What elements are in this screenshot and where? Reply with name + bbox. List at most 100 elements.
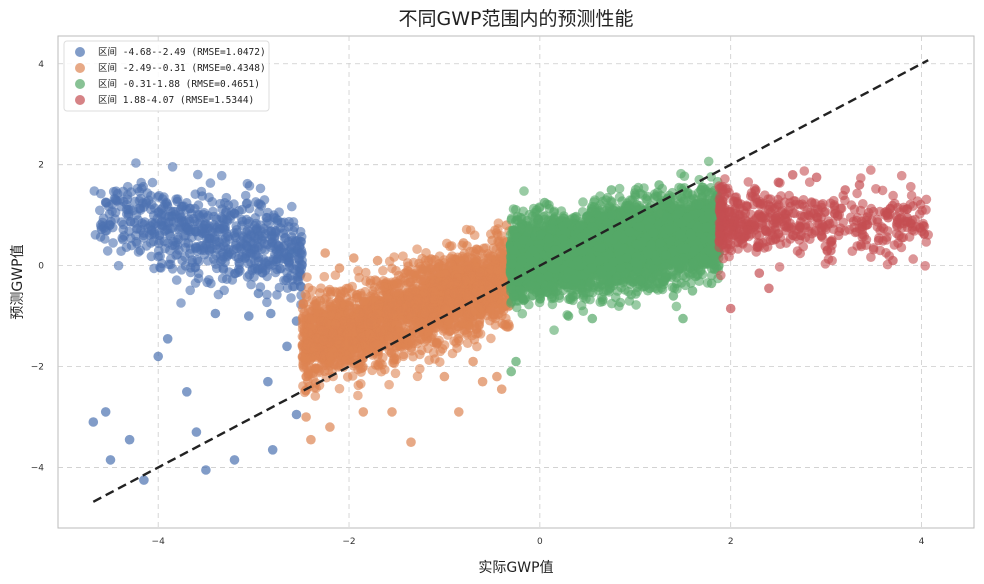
data-point [156,210,167,220]
data-point [229,199,239,209]
data-point [162,334,173,344]
data-point [210,308,221,319]
data-point [429,294,439,305]
data-point [291,409,302,420]
data-point [222,274,232,285]
data-point [415,364,425,374]
data-point [176,298,186,308]
data-point [242,241,252,251]
data-point [153,245,164,256]
data-point [449,288,460,299]
data-point [246,279,256,290]
data-point [249,239,260,249]
data-point [302,272,312,283]
data-point [467,306,478,317]
data-point [307,285,318,296]
data-point [201,465,211,475]
data-point [297,260,307,271]
data-point [286,293,296,303]
data-point [445,241,455,252]
data-point [215,242,225,253]
data-point [129,218,140,228]
data-point [491,253,502,264]
data-point [282,341,292,352]
data-point [203,255,213,266]
data-point [342,372,353,382]
data-point [461,224,472,235]
data-point [220,222,230,232]
data-point [487,265,497,275]
data-point [220,207,231,218]
data-point [211,263,222,274]
data-point [118,196,129,207]
data-point [374,299,384,310]
data-point [412,338,422,349]
data-point [390,368,401,379]
data-point [234,206,244,216]
data-point [273,240,284,251]
data-point [382,293,393,303]
data-point [193,169,203,180]
data-point [272,290,282,300]
data-point [458,318,469,328]
data-point [242,198,252,208]
data-point [213,289,224,300]
data-point [260,258,271,269]
data-point [671,301,682,312]
data-point [191,242,201,253]
data-point [467,330,477,341]
data-point [174,245,184,255]
data-point [446,259,457,270]
data-point [470,253,480,264]
data-point [126,240,137,251]
data-point [296,236,307,247]
data-point [314,366,324,376]
data-point [182,387,192,397]
data-point [483,280,494,291]
data-point [316,316,326,326]
data-point [384,379,394,390]
data-point [432,338,442,349]
data-point [234,259,245,270]
data-point [366,317,377,327]
data-point [216,170,227,181]
data-point [420,255,431,266]
data-point [242,178,253,189]
data-point [334,263,345,273]
data-point [415,349,425,360]
data-point [131,158,141,168]
data-point [168,206,178,217]
data-point [475,314,485,325]
data-point [334,383,345,394]
data-point [262,297,272,308]
data-point [146,251,157,262]
data-point [503,319,514,329]
data-point [317,325,328,336]
data-point [147,177,158,188]
data-point [272,254,283,264]
data-point [139,475,149,485]
data-point [454,329,464,339]
data-point [195,218,205,229]
data-point [117,233,127,243]
data-point [367,365,378,376]
data-point [274,282,285,293]
data-point [240,190,251,201]
data-point [486,333,496,344]
data-point [305,353,315,363]
data-point [356,332,367,342]
data-point [171,275,182,285]
data-point [423,325,434,336]
data-point [157,258,167,269]
data-point [419,274,430,285]
data-point [262,289,272,300]
data-point [282,255,292,265]
data-point [101,197,111,207]
data-point [183,224,193,235]
data-point [429,276,440,287]
data-point [378,265,388,276]
data-point [262,216,272,227]
data-point [412,303,422,313]
data-point [231,225,242,235]
data-point [167,264,178,274]
